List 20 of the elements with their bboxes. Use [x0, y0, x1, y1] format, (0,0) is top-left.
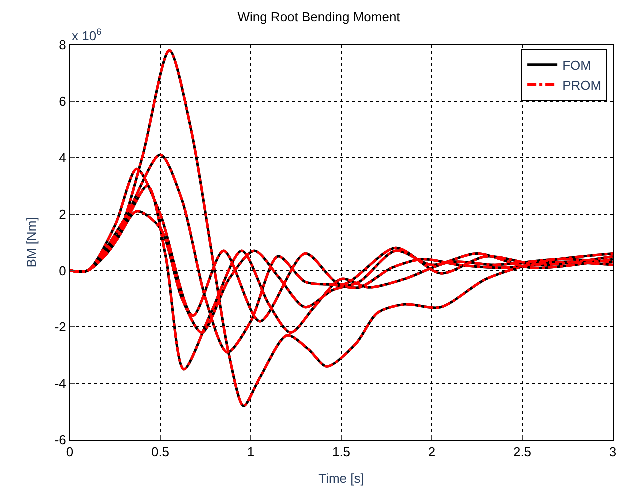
- y-tick-label: 6: [59, 94, 66, 109]
- text: x 10$^{6}$: [72, 27, 102, 44]
- y-tick-label: -6: [54, 432, 66, 448]
- x-tick-label: 3: [609, 444, 617, 460]
- legend-label: FOM: [562, 58, 592, 73]
- y-axis-title: BM [Nm]: [24, 217, 39, 268]
- y-tick-label: 2: [59, 206, 66, 222]
- y-tick-label: 4: [59, 150, 66, 166]
- legend-label: PROM: [562, 78, 602, 93]
- x-axis-title: Time [s]: [318, 471, 364, 486]
- chart-title: Wing Root Bending Moment: [238, 9, 401, 24]
- y-tick-label: 0: [59, 263, 66, 278]
- x-tick-label: 1: [247, 444, 255, 460]
- x-tick-label: 2.5: [513, 444, 532, 460]
- y-tick-label: -2: [54, 320, 66, 335]
- y-tick-label: -4: [54, 376, 66, 392]
- y-tick-label: 8: [59, 38, 66, 53]
- x-tick-label: 2: [428, 444, 436, 460]
- x-tick-label: 1.5: [332, 444, 351, 460]
- x-tick-label: 0.5: [151, 444, 170, 460]
